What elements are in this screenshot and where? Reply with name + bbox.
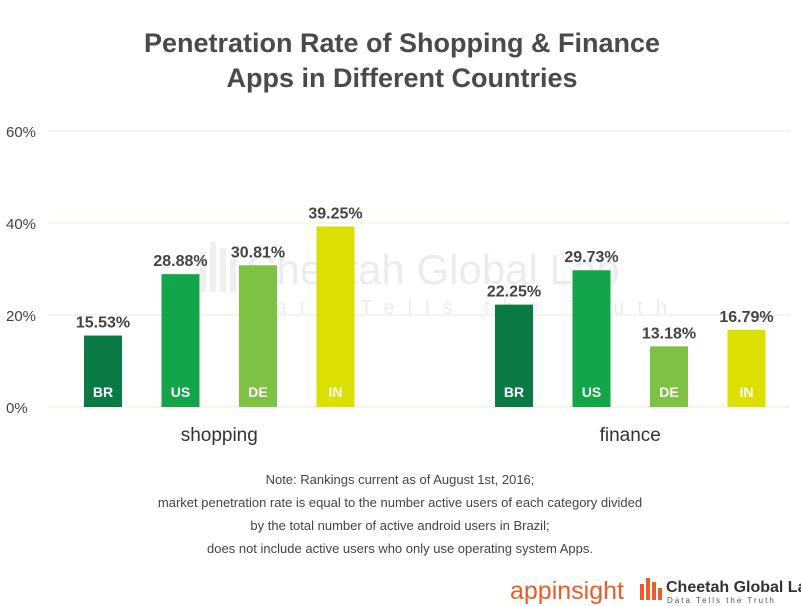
y-tick-label: 20%: [6, 308, 36, 325]
bar-finance-br: [495, 304, 533, 407]
notes: Note: Rankings current as of August 1st,…: [158, 472, 642, 556]
cheetah-wordmark: Cheetah Global Lab: [666, 579, 801, 596]
data-label: 28.88%: [153, 253, 207, 270]
data-label: 22.25%: [487, 284, 541, 301]
bar-shopping-de: [239, 265, 277, 407]
bar-country-label: IN: [740, 384, 754, 400]
y-tick-label: 0%: [6, 400, 28, 417]
bar-finance-us: [572, 270, 611, 407]
data-label: 15.53%: [76, 315, 130, 332]
note-line-1: Note: Rankings current as of August 1st,…: [266, 472, 535, 487]
y-tick-label: 40%: [6, 216, 36, 233]
watermark-tagline: Data Tells the Truth: [248, 297, 680, 319]
group-label-finance: finance: [600, 425, 661, 446]
bar-country-label: US: [582, 384, 601, 400]
bar-finance-in: [727, 329, 766, 407]
watermark-title: Cheetah Global Lab: [246, 246, 620, 293]
group-label-shopping: shopping: [181, 425, 258, 446]
chart-title-line1: Penetration Rate of Shopping & Finance: [144, 28, 660, 58]
note-line-3: by the total number of active android us…: [250, 518, 549, 533]
bar-country-label: BR: [93, 384, 113, 400]
appinsight-logo: appinsight: [510, 577, 624, 605]
data-label: 39.25%: [308, 205, 362, 222]
cheetah-logo: Cheetah Global Lab Data Tells the Truth: [640, 578, 801, 605]
chart-title-line2: Apps in Different Countries: [226, 63, 577, 93]
note-line-2: market penetration rate is equal to the …: [158, 495, 642, 510]
bar-shopping-br: [84, 335, 122, 407]
bar-country-label: BR: [504, 384, 524, 400]
data-label: 13.18%: [642, 325, 696, 342]
y-axis-ticks: 0% 20% 40% 60%: [6, 124, 36, 417]
data-label: 16.79%: [719, 309, 773, 326]
bar-shopping-in: [316, 226, 355, 407]
note-line-4: does not include active users who only u…: [207, 541, 593, 556]
cheetah-tagline: Data Tells the Truth: [667, 596, 776, 605]
bar-shopping-us: [161, 274, 200, 407]
bar-country-label: US: [171, 384, 190, 400]
group-labels: shopping finance: [181, 425, 661, 446]
data-label: 29.73%: [564, 249, 618, 266]
bars: 15.53% BR 28.88% US 30.81% DE 39.25% IN 22.25% BR…: [76, 205, 774, 407]
bar-finance-de: [650, 346, 688, 407]
watermark-logo-icon: [200, 242, 236, 292]
bar-country-label: DE: [248, 384, 267, 400]
bar-country-label: DE: [659, 384, 678, 400]
appinsight-wordmark: appinsight: [510, 577, 624, 605]
y-tick-label: 60%: [6, 124, 36, 141]
cheetah-logo-icon: [640, 578, 662, 600]
bar-country-label: IN: [329, 384, 343, 400]
data-label: 30.81%: [231, 244, 285, 261]
